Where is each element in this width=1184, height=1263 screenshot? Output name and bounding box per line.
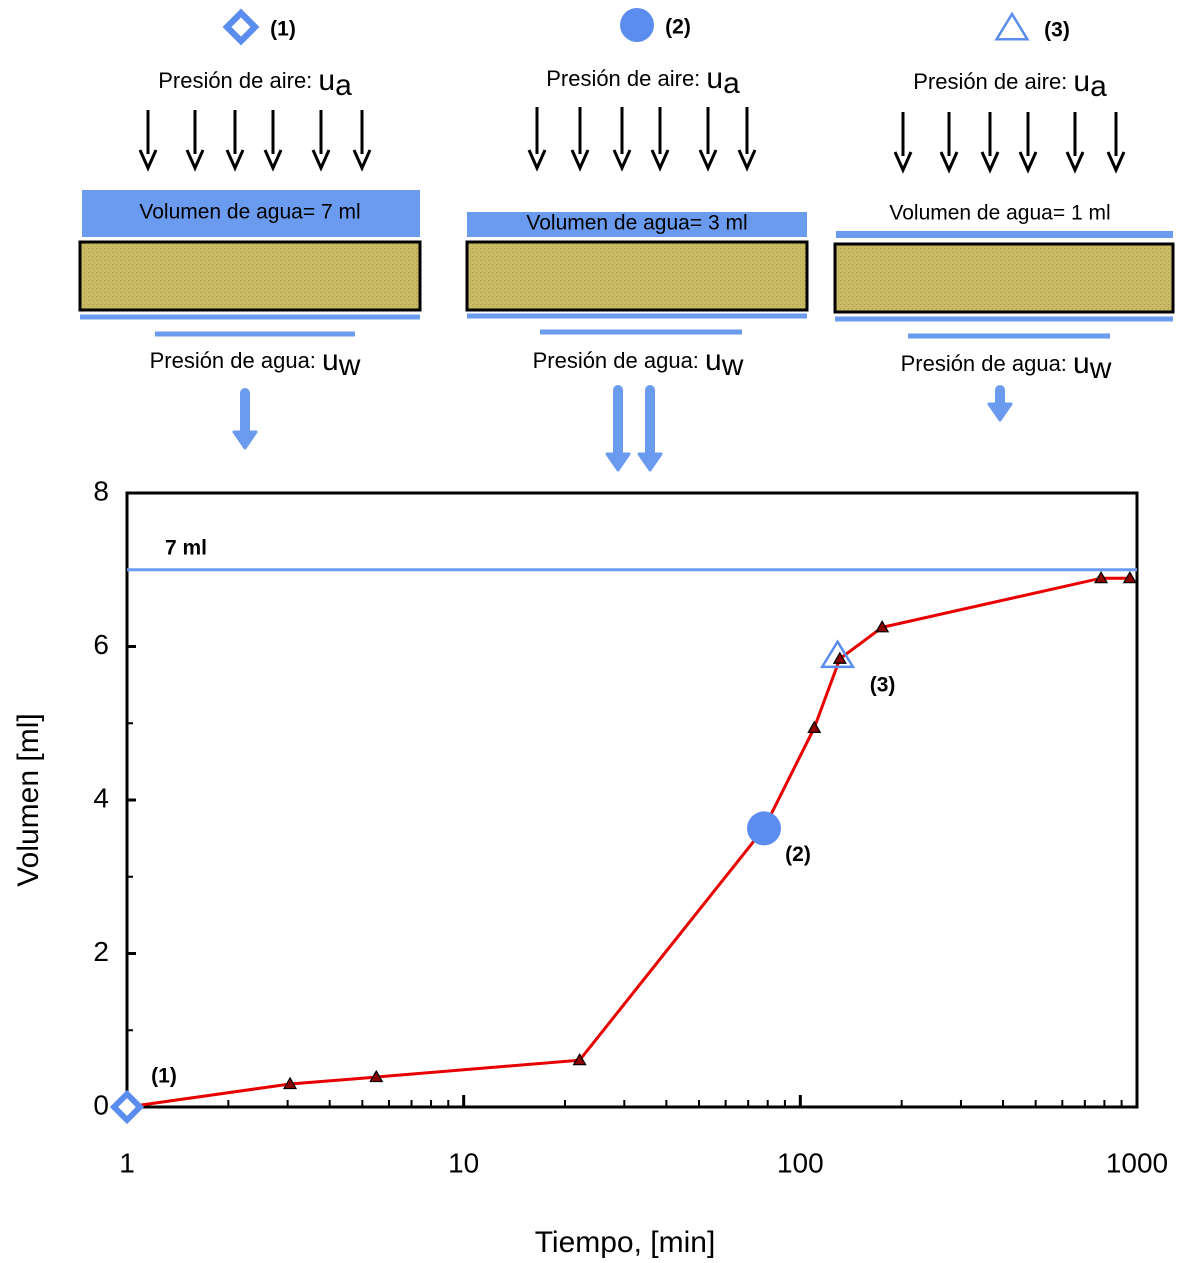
water-text: Presión de agua: xyxy=(150,348,322,373)
point-label: (2) xyxy=(785,843,811,866)
water-sub: w xyxy=(1089,352,1112,385)
soil-sample xyxy=(465,240,809,312)
marker-triangle xyxy=(283,1076,298,1090)
marker-circle xyxy=(620,8,654,42)
x-tick-label: 1 xyxy=(119,1147,135,1178)
water-sub: w xyxy=(721,349,744,382)
marker-triangle xyxy=(572,1052,587,1066)
air-arrow-head xyxy=(570,149,590,172)
marker-triangle xyxy=(819,639,856,669)
panel-label: (2) xyxy=(665,16,691,39)
y-tick-label: 4 xyxy=(93,782,109,813)
water-layer xyxy=(82,190,420,237)
flow-arrow-head xyxy=(637,452,663,472)
flow-arrow-head xyxy=(987,402,1013,422)
air-arrow-head xyxy=(185,149,205,172)
marker-triangle xyxy=(875,620,890,633)
water-symbol: u xyxy=(1073,347,1090,380)
flow-arrow-head xyxy=(232,430,258,450)
air-arrow-head xyxy=(650,149,670,172)
air-pressure-label: Presión de aire: ua xyxy=(546,62,740,100)
air-text: Presión de aire: xyxy=(913,69,1073,94)
marker-triangle xyxy=(369,1069,384,1083)
air-pressure-label: Presión de aire: ua xyxy=(913,65,1107,103)
water-pressure-label: Presión de agua: uw xyxy=(533,344,744,382)
soil-sample xyxy=(833,242,1175,314)
marker-diamond xyxy=(109,1089,145,1125)
water-volume: Volumen de agua= 7 ml xyxy=(139,201,360,224)
air-arrow-head xyxy=(311,149,331,172)
air-symbol: u xyxy=(1073,65,1090,98)
point-label: (1) xyxy=(151,1065,177,1088)
air-sub: a xyxy=(1090,70,1107,103)
flow-arrow-head xyxy=(605,452,631,472)
air-pressure-label: Presión de aire: ua xyxy=(158,64,352,102)
x-tick-label: 10 xyxy=(448,1147,479,1178)
water-sub: w xyxy=(338,349,361,382)
air-arrow-head xyxy=(138,149,158,172)
marker-diamond xyxy=(222,8,260,46)
y-tick-label: 2 xyxy=(93,936,109,967)
soil-sample xyxy=(78,240,422,312)
marker-triangle xyxy=(994,11,1030,41)
water-layer xyxy=(467,212,807,237)
marker-circle xyxy=(747,811,782,846)
marker-triangle xyxy=(1094,570,1109,584)
air-arrow-head xyxy=(893,151,913,174)
y-tick-label: 0 xyxy=(93,1089,109,1120)
y-tick-label: 8 xyxy=(93,475,109,506)
air-symbol: u xyxy=(706,62,723,95)
y-axis-label: Volumen [ml] xyxy=(12,713,45,886)
air-symbol: u xyxy=(318,64,335,97)
air-arrow-head xyxy=(527,149,547,172)
air-arrow-head xyxy=(612,149,632,172)
marker-triangle xyxy=(1122,570,1137,584)
data-line xyxy=(126,576,1130,1109)
x-axis-label: Tiempo, [min] xyxy=(535,1226,716,1259)
air-text: Presión de aire: xyxy=(158,68,318,93)
panel-label: (3) xyxy=(1044,19,1070,42)
air-sub: a xyxy=(335,69,352,102)
air-arrow-head xyxy=(352,149,372,172)
air-arrow-head xyxy=(939,151,959,174)
air-sub: a xyxy=(723,67,740,100)
air-arrow-head xyxy=(698,149,718,172)
water-layer xyxy=(836,231,1173,238)
water-text: Presión de agua: xyxy=(533,348,705,373)
water-symbol: u xyxy=(705,344,722,377)
air-arrow-head xyxy=(263,149,283,172)
water-pressure-label: Presión de agua: uw xyxy=(150,344,361,382)
water-pressure-label: Presión de agua: uw xyxy=(901,347,1112,385)
air-arrow-head xyxy=(1065,151,1085,174)
water-symbol: u xyxy=(322,344,339,377)
marker-triangle xyxy=(832,651,847,664)
air-arrow-head xyxy=(1106,151,1126,174)
point-label: (3) xyxy=(870,673,896,696)
x-tick-label: 100 xyxy=(777,1147,824,1178)
panel-label: (1) xyxy=(270,18,296,41)
x-tick-label: 1000 xyxy=(1106,1147,1168,1178)
y-tick-label: 6 xyxy=(93,629,109,660)
water-volume: Volumen de agua= 1 ml xyxy=(889,202,1110,225)
marker-triangle xyxy=(807,720,822,733)
water-volume: Volumen de agua= 3 ml xyxy=(526,212,747,235)
air-arrow-head xyxy=(1018,151,1038,174)
plot-frame xyxy=(125,491,1139,1109)
reference-label: 7 ml xyxy=(165,536,207,559)
air-text: Presión de aire: xyxy=(546,66,706,91)
air-arrow-head xyxy=(225,149,245,172)
water-text: Presión de agua: xyxy=(901,351,1073,376)
air-arrow-head xyxy=(737,149,757,172)
air-arrow-head xyxy=(980,151,1000,174)
